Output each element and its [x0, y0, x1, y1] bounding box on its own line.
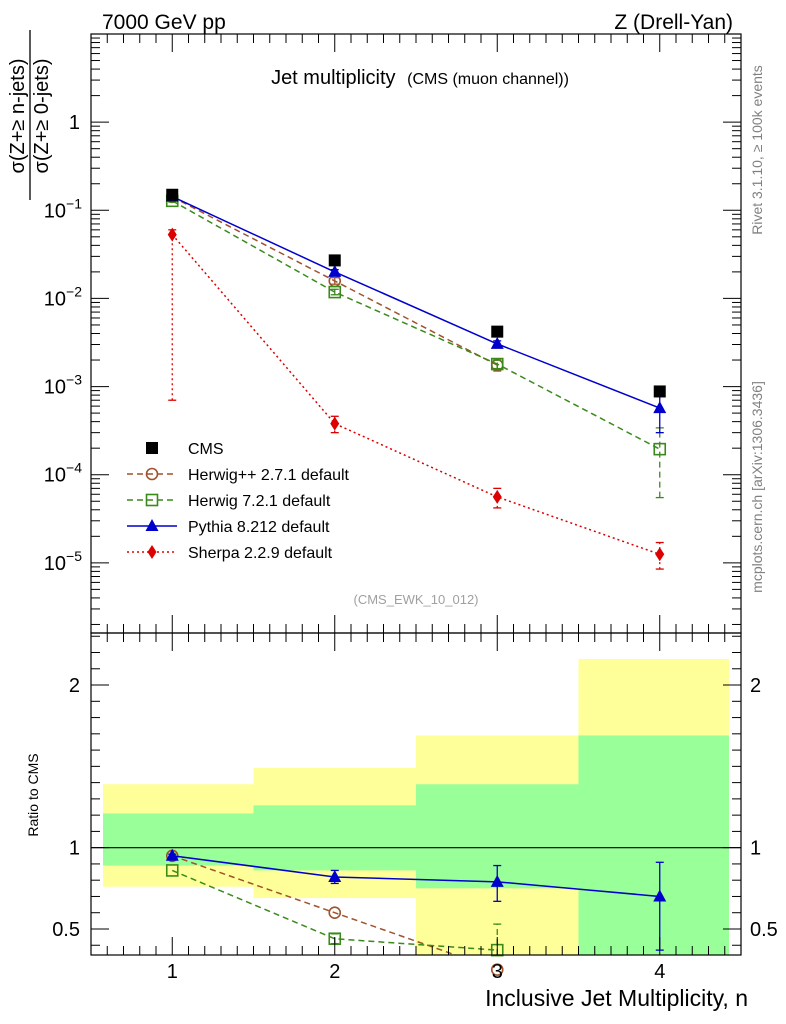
main-ytick-label-base: 10	[44, 553, 66, 575]
ratio-herwig-2-7-1-default-group	[172, 855, 458, 955]
main-cms-point-1	[166, 188, 179, 201]
ratio-herwig-2-7-1-default-line	[172, 855, 458, 955]
ratio-pythia-8-212-default-point-1	[165, 848, 179, 861]
main-pythia-8-212-default-line	[171, 195, 661, 409]
main-sherpa-2-2-9-default-point-1	[167, 227, 177, 242]
ratio-pythia-8-212-default-point-2	[328, 869, 342, 882]
mcplots-label: mcplots.cern.ch [arXiv:1306.3436]	[749, 381, 765, 593]
main-herwig-2-7-1-default-group	[168, 195, 502, 372]
xtick-label-2: 2	[329, 961, 340, 983]
main-herwig-7-2-1-default-point-4	[653, 442, 667, 456]
main-ytick-label-base: 10	[44, 465, 66, 487]
legend-label-sherpa-2-2-9-default: Sherpa 2.2.9 default	[188, 545, 333, 562]
main-subtitle: (CMS (muon channel))	[407, 71, 569, 88]
ylabel-numerator: σ(Z+≥ n-jets)	[7, 59, 29, 174]
ratio-band-green-2	[253, 805, 416, 871]
legend-marker-pythia-8-212-default	[145, 519, 159, 531]
ratio-ytick-label-right-2: 1	[750, 838, 761, 860]
main-ytick-label-4: 10−3	[44, 372, 82, 399]
ratio-band-green-1	[103, 813, 254, 866]
main-herwig-7-2-1-default-point-3	[490, 357, 504, 371]
main-herwig-7-2-1-default-group	[168, 199, 664, 499]
main-sherpa-2-2-9-default-point-3	[492, 489, 502, 504]
main-ytick-label-3: 10−2	[44, 283, 82, 310]
main-ytick-label-6: 10−5	[44, 548, 82, 575]
xtick-label-1: 1	[167, 961, 178, 983]
ratio-pythia-8-212-default-line	[172, 855, 660, 898]
main-ytick-label-exp: −1	[66, 195, 82, 211]
main-ytick-label-exp: −3	[66, 372, 82, 388]
main-title-text: Jet multiplicity	[271, 67, 395, 89]
main-ytick-label-base: 10	[44, 288, 66, 310]
legend-marker-cms	[146, 442, 158, 454]
ratio-pythia-8-212-default-point-4	[653, 889, 667, 902]
xaxis-title: Inclusive Jet Multiplicity, n	[485, 985, 748, 1011]
ratio-pythia-8-212-default-point-3	[490, 874, 504, 887]
header-right: Z (Drell-Yan)	[614, 11, 733, 34]
main-ytick-label-5: 10−4	[44, 460, 82, 487]
ratio-herwig-2-7-1-default-point-3	[490, 963, 504, 976]
main-ytick-label-exp: −4	[66, 460, 82, 476]
ratio-ytick-label-left-3: 2	[69, 675, 80, 697]
xtick-label-4: 4	[654, 961, 665, 983]
main-ytick-label-base: 10	[44, 377, 66, 399]
main-cms-point-4	[653, 385, 666, 398]
legend-label-herwig-2-7-1-default: Herwig++ 2.7.1 default	[188, 467, 350, 484]
xtick-label-3: 3	[492, 961, 503, 983]
ratio-herwig-7-2-1-default-point-1	[165, 864, 179, 877]
legend-marker-sherpa-2-2-9-default	[147, 545, 157, 559]
ratio-ytick-label-left-2: 1	[69, 838, 80, 860]
header-left: 7000 GeV pp	[102, 11, 226, 34]
main-cms-point-2	[328, 254, 341, 267]
main-sherpa-2-2-9-default-point-2	[330, 416, 340, 431]
ratio-ylabel: Ratio to CMS	[25, 753, 41, 836]
chart-elements: 110−110−210−310−410−51 2 3 40.5 0.51 12 2CMSHe…	[44, 33, 778, 983]
main-ytick-label-exp: −5	[66, 548, 82, 564]
legend-label-cms: CMS	[188, 441, 224, 458]
rivet-label: Rivet 3.1.10, ≥ 100k events	[749, 65, 765, 235]
main-herwig-7-2-1-default-point-2	[328, 285, 342, 299]
main-pythia-8-212-default-point-2	[328, 264, 342, 277]
analysis-tag: (CMS_EWK_10_012)	[354, 592, 479, 607]
main-ytick-label-exp: −2	[66, 283, 82, 299]
main-sherpa-2-2-9-default-point-4	[655, 547, 665, 562]
main-cms-point-3	[491, 325, 504, 338]
legend-marker-herwig-2-7-1-default	[145, 467, 159, 481]
legend-label-pythia-8-212-default: Pythia 8.212 default	[188, 519, 330, 536]
main-ytick-label-2: 10−1	[44, 195, 82, 222]
main-ytick-label-base: 10	[44, 200, 66, 222]
main-frame	[90, 33, 742, 634]
main-pythia-8-212-default-point-4	[653, 401, 667, 414]
main-ytick-label-1: 1	[69, 112, 80, 134]
main-pythia-8-212-default-point-3	[490, 336, 504, 349]
legend-marker-herwig-7-2-1-default	[145, 493, 159, 507]
ratio-herwig-2-7-1-default-point-2	[328, 906, 342, 920]
ylabel-denominator: σ(Z+≥ 0-jets)	[31, 59, 53, 174]
ratio-herwig-7-2-1-default-line	[171, 869, 498, 951]
main-title: Jet multiplicity (CMS (muon channel))	[271, 67, 569, 89]
ratio-ytick-label-left-1: 0.5	[52, 919, 80, 941]
ratio-ytick-label-right-1: 0.5	[750, 919, 778, 941]
main-herwig-7-2-1-default-line	[171, 200, 661, 450]
main-pythia-8-212-default-group	[168, 194, 664, 434]
legend-label-herwig-7-2-1-default: Herwig 7.2.1 default	[188, 493, 331, 510]
ratio-ytick-label-right-3: 2	[750, 675, 761, 697]
ratio-band-green-4	[578, 735, 729, 955]
